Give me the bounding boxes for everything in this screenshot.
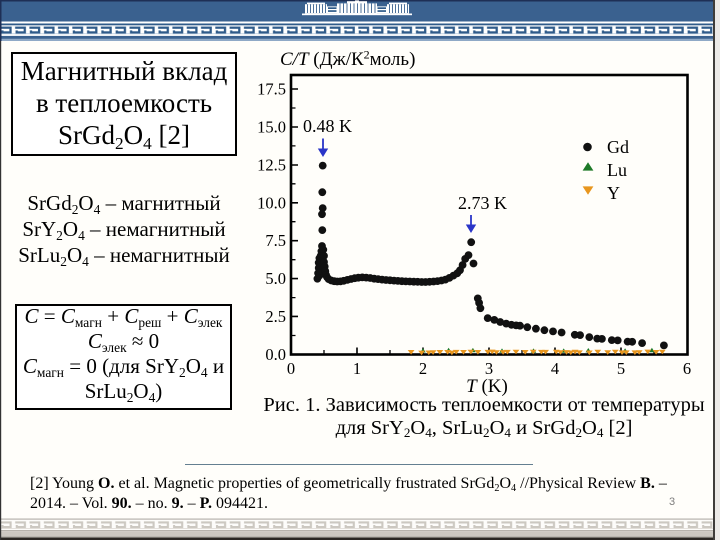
svg-text:5.0: 5.0 [265,269,286,288]
svg-text:T (K): T (K) [466,376,508,396]
svg-text:1: 1 [353,359,361,378]
svg-text:2: 2 [419,359,427,378]
svg-text:2.73 K: 2.73 K [458,193,507,213]
svg-text:5: 5 [617,359,625,378]
svg-text:0.48 K: 0.48 K [303,116,352,136]
svg-text:4: 4 [551,359,559,378]
svg-text:10.0: 10.0 [257,193,286,212]
svg-text:17.5: 17.5 [257,80,286,99]
svg-text:6: 6 [683,359,691,378]
svg-text:3: 3 [485,359,493,378]
svg-text:Gd: Gd [607,137,629,157]
svg-text:7.5: 7.5 [265,231,286,250]
svg-text:2.5: 2.5 [265,307,286,326]
svg-text:Lu: Lu [607,160,627,180]
svg-text:Y: Y [607,183,620,203]
svg-text:0: 0 [287,359,295,378]
svg-text:12.5: 12.5 [257,156,286,175]
svg-text:15.0: 15.0 [257,118,286,137]
svg-text:0.0: 0.0 [265,345,286,364]
svg-text:C/T (Дж/К2моль): C/T (Дж/К2моль) [280,48,415,71]
